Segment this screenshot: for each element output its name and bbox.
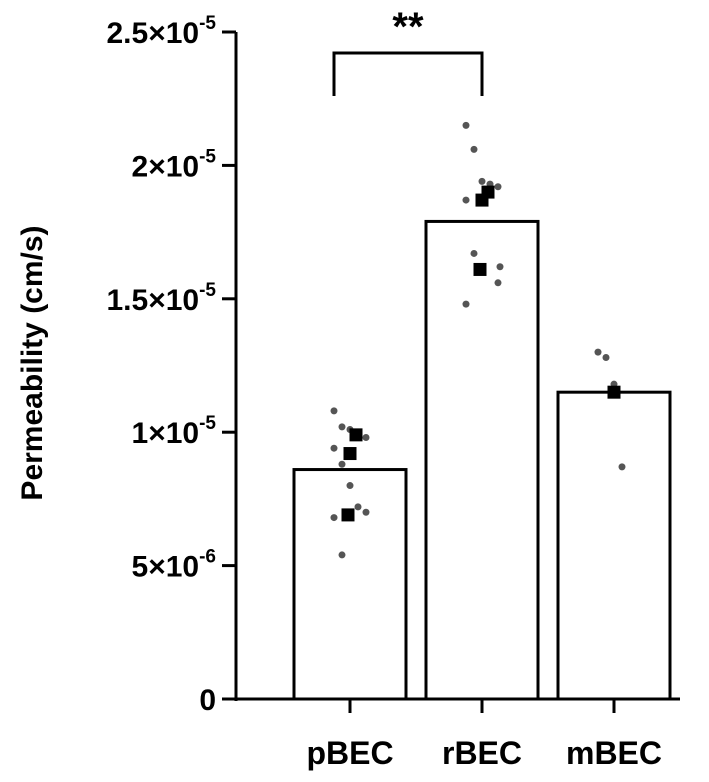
y-axis-title: Permeability (cm/s) — [16, 225, 49, 500]
x-ticks: pBEC rBEC mBEC — [306, 699, 662, 771]
replicate-point — [338, 460, 346, 468]
replicate-point — [462, 300, 470, 308]
y-tick-label: 5×10-6 — [132, 547, 216, 584]
y-tick-label: 1×10-5 — [132, 413, 217, 450]
bar-rBEC — [424, 219, 540, 701]
significance-line — [332, 51, 484, 96]
replicate-point — [362, 508, 370, 516]
replicate-point — [496, 263, 504, 271]
y-ticks: 0 5×10-6 1×10-5 1.5×10-5 2×10-5 2.5×10-5 — [107, 13, 236, 717]
replicate-point — [330, 444, 338, 452]
biological-means — [341, 185, 621, 522]
mean-square — [341, 508, 355, 522]
y-tick-label: 2×10-5 — [132, 146, 217, 183]
replicate-point — [478, 177, 486, 185]
mean-square — [607, 385, 621, 399]
replicate-point — [470, 145, 478, 153]
bar-pBEC — [292, 468, 408, 701]
mean-square — [349, 428, 363, 442]
bars — [292, 219, 672, 701]
replicate-point — [594, 348, 602, 356]
replicate-point — [462, 196, 470, 204]
x-tick-label: mBEC — [566, 735, 662, 771]
replicate-point — [338, 423, 346, 431]
significance-bracket: ** — [332, 5, 484, 96]
y-tick-label: 0 — [199, 684, 216, 717]
replicate-point — [330, 514, 338, 522]
mean-square — [343, 447, 357, 461]
replicate-point — [602, 353, 610, 361]
mean-square — [473, 262, 487, 276]
replicate-point — [346, 482, 354, 490]
replicate-point — [338, 551, 346, 559]
y-tick-label: 2.5×10-5 — [107, 13, 217, 50]
replicate-point — [330, 407, 338, 415]
replicate-point — [354, 503, 362, 511]
replicate-point — [362, 434, 370, 442]
y-tick-label: 1.5×10-5 — [107, 280, 217, 317]
replicate-point — [462, 121, 470, 129]
replicate-point — [494, 279, 502, 287]
replicate-point — [494, 183, 502, 191]
replicate-point — [470, 249, 478, 257]
significance-label: ** — [392, 5, 424, 49]
x-tick-label: pBEC — [306, 735, 393, 771]
x-tick-label: rBEC — [442, 735, 522, 771]
replicate-point — [618, 463, 626, 471]
bar-mBEC — [556, 390, 672, 701]
mean-square — [475, 193, 489, 207]
